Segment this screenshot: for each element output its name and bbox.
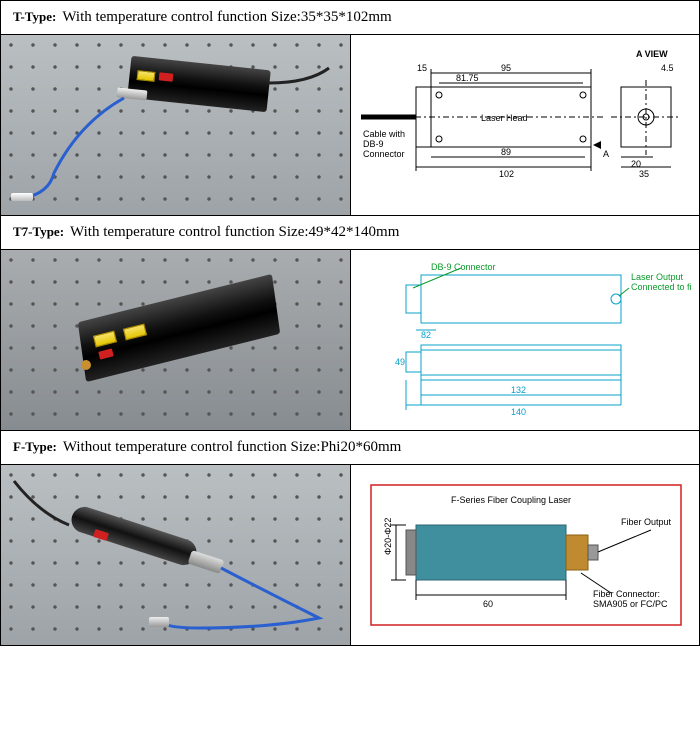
svg-text:82: 82 [421, 330, 431, 340]
f-type-drawing: F-Series Fiber Coupling Laser Fiber Outp… [361, 475, 691, 635]
a-view-label: A VIEW [636, 49, 668, 59]
fiber-output-label: Fiber Output [621, 517, 672, 527]
row-1-header: T-Type: With temperature control functio… [1, 1, 699, 35]
row-3-photo [1, 465, 351, 645]
svg-text:81.75: 81.75 [456, 73, 479, 83]
row-2-photo [1, 250, 351, 430]
type-label-1: T-Type: [13, 9, 56, 25]
type-desc-3: Without temperature control function Siz… [63, 439, 402, 456]
row-1-content: A VIEW Cable with DB-9 Connector Laser H… [1, 35, 699, 216]
cable-label: Cable with DB-9 Connector [363, 129, 408, 159]
db9-label: DB-9 Connector [431, 262, 496, 272]
svg-text:132: 132 [511, 385, 526, 395]
svg-text:Φ20-Φ22: Φ20-Φ22 [383, 518, 393, 555]
svg-text:15: 15 [417, 63, 427, 73]
svg-text:49: 49 [395, 357, 405, 367]
svg-text:60: 60 [483, 599, 493, 609]
row-3-header: F-Type: Without temperature control func… [1, 431, 699, 465]
row-2-header: T7-Type: With temperature control functi… [1, 216, 699, 250]
svg-text:89: 89 [501, 147, 511, 157]
f-series-title: F-Series Fiber Coupling Laser [451, 495, 571, 505]
t-type-drawing: A VIEW Cable with DB-9 Connector Laser H… [361, 45, 691, 205]
laser-output-label: Laser Output Connected to fiber [631, 272, 691, 292]
fiber-connector-label: Fiber Connector: SMA905 or FC/PC [593, 589, 668, 609]
type-desc-2: With temperature control function Size:4… [70, 224, 399, 241]
svg-text:A: A [603, 149, 609, 159]
svg-text:4.5: 4.5 [661, 63, 674, 73]
row-2-diagram: DB-9 Connector Laser Output Connected to… [351, 250, 699, 430]
svg-text:95: 95 [501, 63, 511, 73]
svg-text:35: 35 [639, 169, 649, 179]
row-1-photo [1, 35, 351, 215]
laser-head-label: Laser Head [481, 113, 528, 123]
row-2-content: DB-9 Connector Laser Output Connected to… [1, 250, 699, 431]
type-label-2: T7-Type: [13, 224, 64, 240]
svg-text:102: 102 [499, 169, 514, 179]
row-3-content: F-Series Fiber Coupling Laser Fiber Outp… [1, 465, 699, 645]
svg-text:140: 140 [511, 407, 526, 417]
row-1-diagram: A VIEW Cable with DB-9 Connector Laser H… [351, 35, 699, 215]
t7-type-drawing: DB-9 Connector Laser Output Connected to… [361, 260, 691, 420]
spec-table: T-Type: With temperature control functio… [0, 0, 700, 646]
type-label-3: F-Type: [13, 439, 57, 455]
row-3-diagram: F-Series Fiber Coupling Laser Fiber Outp… [351, 465, 699, 645]
type-desc-1: With temperature control function Size:3… [62, 9, 391, 26]
